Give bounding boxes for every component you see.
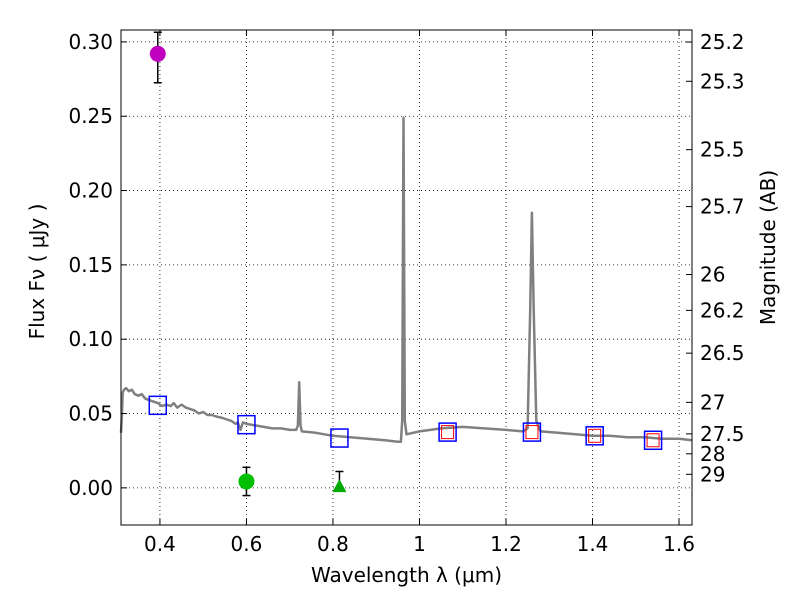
x-axis-label: Wavelength λ (μm) [311,563,502,587]
y-tick-label: 0.10 [68,327,113,351]
red-square-marker [441,425,455,440]
magnitude-tick-label: 28 [700,442,725,466]
magnitude-tick-label: 27.5 [700,422,745,446]
blue-square-marker [237,414,256,435]
magnitude-tick-label: 25.2 [700,30,745,54]
sed-model-line [119,116,693,444]
y-tick-label: 0.20 [68,179,113,203]
x-tick-label: 0.8 [317,532,349,556]
grid-lines [121,30,692,525]
plot-frame [120,29,693,526]
x-tick-label: 1.2 [490,532,522,556]
y-axis-right-label-text: Magnitude (AB) [756,170,780,325]
red-square-marker [588,428,602,443]
magnitude-tick-label: 25.3 [700,69,745,93]
blue-square-marker [148,395,168,416]
magnitude-tick-label: 25.7 [700,195,745,219]
blue-square-marker [585,426,604,446]
blue-square-marker [643,430,663,451]
circle-marker [149,45,166,62]
magnitude-tick-label: 29 [700,462,725,486]
magnitude-tick-label: 26 [700,263,725,287]
sed-model-layer [119,116,693,444]
red-square-marker [646,433,660,448]
x-tick-label: 0.6 [231,532,263,556]
y-tick-label: 0.30 [68,30,113,54]
y-axis-right-label: Magnitude (AB) [756,170,780,325]
y-axis-label-text: Flux Fν ( μJy ) [25,204,49,340]
axis-ticks: 0.4 0.6 0.8 1 1.2 1.4 1.6 0.00 0.05 0.10 0.15 0.20 0… [68,30,744,556]
x-tick-label: 1.6 [663,532,695,556]
magnitude-tick-label: 26.2 [700,298,745,322]
y-tick-label: 0.00 [68,476,113,500]
x-tick-label: 0.4 [144,532,176,556]
blue-square-marker [522,422,542,442]
data-markers-layer [148,31,663,497]
blue-square-marker [438,422,457,442]
magnitude-tick-label: 26.5 [700,341,745,365]
y-tick-label: 0.15 [68,253,113,277]
blue-square-marker [330,428,349,448]
circle-marker [238,473,255,490]
x-tick-label: 1 [413,532,426,556]
red-square-marker [525,425,539,440]
x-axis-label-text: Wavelength λ (μm) [311,563,502,587]
y-tick-label: 0.05 [68,402,113,426]
y-tick-label: 0.25 [68,104,113,128]
magnitude-tick-label: 25.5 [700,138,745,162]
x-tick-label: 1.4 [577,532,609,556]
y-axis-label: Flux Fν ( μJy ) [25,204,49,340]
triangle-marker [332,479,347,493]
magnitude-tick-label: 27 [700,390,725,414]
